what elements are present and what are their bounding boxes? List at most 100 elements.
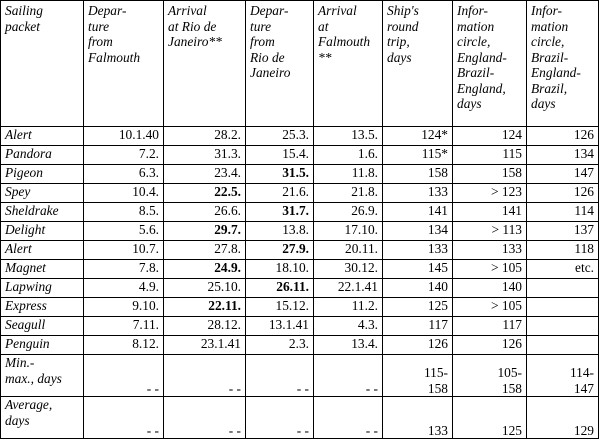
table-row: Delight 5.6. 29.7. 13.8. 17.10. 134 > 113 137 xyxy=(0,221,599,241)
header-line: Ship's xyxy=(387,3,419,18)
cell-departure-falmouth: 8.5. xyxy=(83,202,164,222)
summary-arrival-falmouth: - - xyxy=(313,396,383,439)
header-row: Sailing packet Depar-ture from Falmouth Arriv… xyxy=(0,0,599,127)
cell-departure-rio: 26.11. xyxy=(245,278,314,298)
cell-circle-ebe: 158 xyxy=(452,164,527,184)
cell-departure-rio: 13.8. xyxy=(245,221,314,241)
cell-packet: Penguin xyxy=(0,335,84,355)
cell-arrival-rio-value: 24.9. xyxy=(214,260,241,276)
cell-round-trip: 115* xyxy=(382,145,453,165)
summary-label: Min.- max., days xyxy=(0,354,84,397)
cell-departure-falmouth: 9.10. xyxy=(83,297,164,317)
summary-label: Average, days xyxy=(0,396,84,439)
cell-arrival-rio: 25.10. xyxy=(163,278,246,298)
cell-round-trip-value: 117 xyxy=(428,317,448,333)
header-arrival-rio: Arrival at Rio de Janeiro** xyxy=(163,0,246,127)
cell-arrival-falmouth-value: 1.6. xyxy=(357,146,378,162)
table-row: Penguin 8.12. 23.1.41 2.3. 13.4. 126 126 xyxy=(0,335,599,355)
cell-arrival-rio-value: 25.10. xyxy=(207,279,241,295)
cell-circle-beb: 137 xyxy=(526,221,599,241)
summary-departure-rio: - - xyxy=(245,354,314,397)
cell-circle-beb: 118 xyxy=(526,240,599,260)
summary-arrival-falmouth-value: - - xyxy=(365,380,378,396)
summary-label-line: Min.- xyxy=(5,355,35,371)
cell-circle-ebe-value: > 123 xyxy=(491,184,522,200)
cell-circle-beb: 126 xyxy=(526,183,599,203)
header-line: Janeiro** xyxy=(168,34,222,49)
cell-circle-beb-value: etc. xyxy=(575,260,594,276)
header-line: circle, xyxy=(457,34,491,49)
cell-packet-value: Express xyxy=(5,298,47,314)
header-line: at xyxy=(318,18,329,34)
cell-packet-value: Penguin xyxy=(5,336,50,352)
cell-circle-ebe: > 113 xyxy=(452,221,527,241)
cell-departure-falmouth-value: 10.4. xyxy=(132,184,159,200)
cell-departure-falmouth-value: 8.5. xyxy=(138,203,159,219)
cell-circle-beb-value: 114 xyxy=(574,203,594,219)
table-row: Magnet 7.8. 24.9. 18.10. 30.12. 145 > 105 etc. xyxy=(0,259,599,279)
cell-arrival-falmouth: 13.5. xyxy=(313,126,383,146)
cell-arrival-falmouth: 26.9. xyxy=(313,202,383,222)
cell-circle-beb-value: 126 xyxy=(573,184,594,200)
summary-circle-ebe: 125 xyxy=(452,396,527,439)
cell-circle-ebe: > 105 xyxy=(452,259,527,279)
header-line: Arrival xyxy=(168,3,207,18)
header-line: packet xyxy=(5,18,40,34)
cell-circle-beb-value: 126 xyxy=(573,127,594,143)
cell-arrival-rio: 23.1.41 xyxy=(163,335,246,355)
cell-departure-falmouth: 7.2. xyxy=(83,145,164,165)
header-line: England- xyxy=(457,49,507,65)
cell-arrival-rio-value: 28.12. xyxy=(207,317,241,333)
cell-departure-falmouth-value: 8.12. xyxy=(132,336,159,352)
cell-arrival-rio: 22.11. xyxy=(163,297,246,317)
header-line: Falmouth xyxy=(318,34,371,49)
cell-departure-falmouth-value: 5.6. xyxy=(138,222,159,238)
cell-round-trip-value: 140 xyxy=(427,279,448,295)
header-line: Infor- xyxy=(457,3,488,18)
cell-arrival-rio-value: 23.4. xyxy=(214,165,241,181)
cell-circle-beb-value: 137 xyxy=(573,222,594,238)
header-departure-falmouth: Depar-ture from Falmouth xyxy=(83,0,164,127)
header-sailing-packet: Sailing packet xyxy=(0,0,84,127)
cell-arrival-rio: 22.5. xyxy=(163,183,246,203)
cell-arrival-falmouth-value: 13.5. xyxy=(351,127,378,143)
summary-circle-ebe-line: 125 xyxy=(501,422,522,438)
header-line: round xyxy=(387,18,419,34)
cell-circle-ebe: 133 xyxy=(452,240,527,260)
summary-round-trip-line: 115- xyxy=(423,365,448,380)
summary-departure-falmouth: - - xyxy=(83,396,164,439)
cell-round-trip: 124* xyxy=(382,126,453,146)
header-line: England, xyxy=(457,80,506,96)
cell-arrival-rio: 23.4. xyxy=(163,164,246,184)
cell-departure-falmouth-value: 10.1.40 xyxy=(118,127,159,143)
cell-arrival-falmouth-value: 11.8. xyxy=(351,165,378,181)
cell-arrival-rio-value: 28.2. xyxy=(214,127,241,143)
cell-circle-ebe-value: 124 xyxy=(501,127,522,143)
table-row: Express 9.10. 22.11. 15.12. 11.2. 125 > 105 xyxy=(0,297,599,317)
summary-departure-rio-value: - - xyxy=(296,422,309,438)
cell-round-trip-value: 115* xyxy=(421,146,448,162)
header-round-trip: Ship's round trip, days xyxy=(382,0,453,127)
header-line: ture xyxy=(88,18,110,34)
header-line: days xyxy=(531,96,556,111)
header-line: Sailing xyxy=(5,3,43,18)
cell-departure-rio-value: 21.6. xyxy=(282,184,309,200)
cell-packet: Delight xyxy=(0,221,84,241)
cell-packet: Alert xyxy=(0,126,84,146)
cell-departure-rio-value: 2.3. xyxy=(288,336,309,352)
cell-departure-falmouth-value: 7.11. xyxy=(132,317,159,333)
cell-arrival-rio-value: 31.3. xyxy=(214,146,241,162)
cell-departure-falmouth: 10.4. xyxy=(83,183,164,203)
cell-circle-beb xyxy=(526,335,599,355)
cell-departure-falmouth: 5.6. xyxy=(83,221,164,241)
cell-departure-rio: 27.9. xyxy=(245,240,314,260)
cell-arrival-falmouth-value: 4.3. xyxy=(357,317,378,333)
table-row: Seagull 7.11. 28.12. 13.1.41 4.3. 117 117 xyxy=(0,316,599,336)
cell-arrival-rio: 29.7. xyxy=(163,221,246,241)
cell-round-trip: 133 xyxy=(382,240,453,260)
summary-departure-falmouth: - - xyxy=(83,354,164,397)
header-line: mation xyxy=(457,18,495,34)
summary-departure-falmouth-value: - - xyxy=(146,380,159,396)
header-line: trip, xyxy=(387,34,410,49)
cell-arrival-falmouth: 1.6. xyxy=(313,145,383,165)
